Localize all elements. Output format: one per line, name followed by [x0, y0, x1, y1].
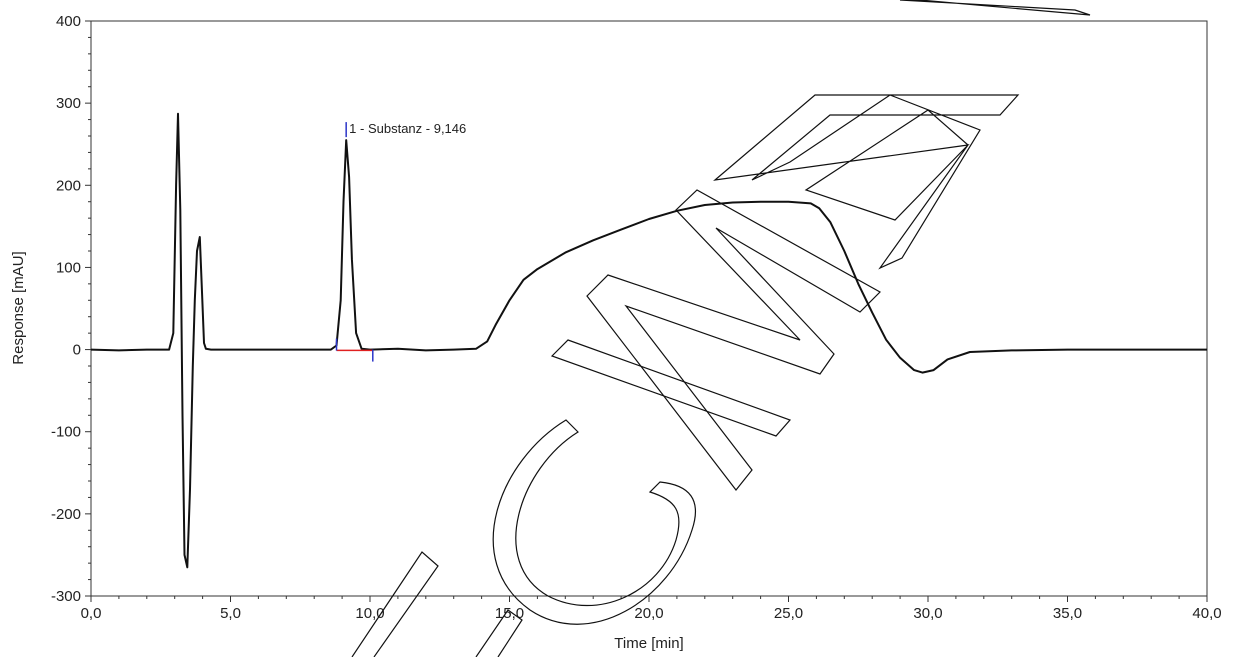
x-tick-label: 25,0: [774, 605, 803, 622]
y-tick-label: 400: [56, 13, 81, 30]
y-tick-label: -200: [51, 506, 81, 523]
y-tick-label: 200: [56, 177, 81, 194]
watermark-stroke-bottom-1: [351, 551, 439, 657]
x-tick-label: 40,0: [1192, 605, 1221, 622]
y-tick-label: 0: [73, 342, 81, 359]
watermark-letter-m: [586, 189, 881, 491]
x-axis-ticks: 0,0 5,0 10,0 15,0 20,0 25,0 30,0 35,0 40,0: [81, 596, 1222, 622]
y-axis-ticks: -300 -200 -100 0 100 200 300 400: [51, 13, 91, 605]
x-tick-label: 20,0: [634, 605, 663, 622]
series-layer: [90, 112, 1207, 569]
watermark: [351, 0, 1091, 657]
x-tick-label: 15,0: [495, 605, 524, 622]
x-tick-label: 0,0: [81, 605, 102, 622]
watermark-letter-i: [550, 339, 792, 437]
watermark-stroke-bottom-2: [475, 609, 523, 657]
y-tick-label: -300: [51, 588, 81, 605]
chromatogram-trace: [90, 112, 1207, 569]
y-axis-title: Response [mAU]: [10, 251, 27, 364]
watermark-letter-c: [492, 419, 697, 625]
x-axis-title: Time [min]: [614, 635, 683, 652]
x-tick-label: 5,0: [220, 605, 241, 622]
annotation-layer: 1 - Substanz - 9,146: [345, 121, 466, 138]
x-tick-label: 30,0: [913, 605, 942, 622]
x-tick-label: 35,0: [1053, 605, 1082, 622]
y-tick-label: -100: [51, 424, 81, 441]
peak-label: 1 - Substanz - 9,146: [349, 121, 466, 136]
watermark-letter-e: [713, 94, 1020, 270]
watermark-letter-i-top: [899, 0, 1091, 16]
plot-frame: [90, 20, 1208, 597]
x-tick-label: 10,0: [355, 605, 384, 622]
y-tick-label: 100: [56, 259, 81, 276]
y-tick-label: 300: [56, 95, 81, 112]
